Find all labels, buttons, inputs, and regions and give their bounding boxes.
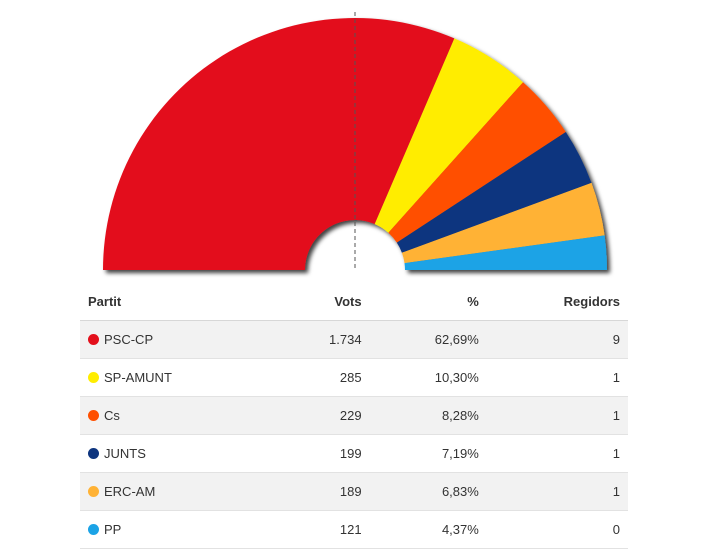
votes-cell: 229 xyxy=(274,396,370,435)
percent-cell: 7,19% xyxy=(369,434,487,473)
party-cell: Cs xyxy=(80,396,275,435)
party-name: ERC-AM xyxy=(104,484,156,499)
column-header-party: Partit xyxy=(80,282,275,321)
seats-cell: 1 xyxy=(486,434,628,473)
party-color-dot xyxy=(88,486,99,497)
party-name: PSC-CP xyxy=(104,332,154,347)
party-cell: PP xyxy=(80,510,275,549)
slice-pp xyxy=(404,235,607,270)
column-header-votes: Vots xyxy=(274,282,370,321)
party-name: JUNTS xyxy=(104,446,146,461)
percent-cell: 10,30% xyxy=(369,358,487,397)
party-cell: PSC-CP xyxy=(80,320,275,359)
table-row: Cs 229 8,28% 1 xyxy=(80,396,628,435)
table-row: SP-AMUNT 285 10,30% 1 xyxy=(80,358,628,397)
percent-cell: 6,83% xyxy=(369,472,487,511)
slice-sp-amunt xyxy=(374,38,524,233)
party-cell: JUNTS xyxy=(80,434,275,473)
party-cell: SP-AMUNT xyxy=(80,358,275,397)
table-row: PP 121 4,37% 0 xyxy=(80,510,628,549)
party-color-dot xyxy=(88,524,99,535)
percent-cell: 4,37% xyxy=(369,510,487,549)
slice-cs xyxy=(388,82,566,243)
table-row: PSC-CP 1.734 62,69% 9 xyxy=(80,320,628,359)
seats-cell: 1 xyxy=(486,472,628,511)
party-name: Cs xyxy=(104,408,120,423)
votes-cell: 285 xyxy=(274,358,370,397)
seats-cell: 9 xyxy=(486,320,628,359)
seats-cell: 0 xyxy=(486,510,628,549)
party-color-dot xyxy=(88,410,99,421)
table-row: JUNTS 199 7,19% 1 xyxy=(80,434,628,473)
party-color-dot xyxy=(88,372,99,383)
party-name: SP-AMUNT xyxy=(104,370,172,385)
semicircle-arcs xyxy=(103,18,607,271)
party-name: PP xyxy=(104,522,122,537)
party-color-dot xyxy=(88,448,99,459)
percent-cell: 8,28% xyxy=(369,396,487,435)
party-color-dot xyxy=(88,334,99,345)
table-row: ERC-AM 189 6,83% 1 xyxy=(80,472,628,511)
slice-junts xyxy=(396,131,592,253)
percent-cell: 62,69% xyxy=(369,320,487,359)
seat-semicircle-chart xyxy=(103,12,607,271)
seats-cell: 1 xyxy=(486,396,628,435)
votes-cell: 1.734 xyxy=(274,320,370,359)
slice-psc-cp xyxy=(103,18,455,271)
votes-cell: 189 xyxy=(274,472,370,511)
column-header-seats: Regidors xyxy=(486,282,628,321)
votes-cell: 121 xyxy=(274,510,370,549)
results-table: Partit Vots % Regidors PSC-CP 1.734 62,69%… xyxy=(80,282,628,549)
column-header-percent: % xyxy=(369,282,487,321)
slice-erc-am xyxy=(401,182,605,264)
votes-cell: 199 xyxy=(274,434,370,473)
table-header-row: Partit Vots % Regidors xyxy=(80,282,628,321)
seats-cell: 1 xyxy=(486,358,628,397)
party-cell: ERC-AM xyxy=(80,472,275,511)
